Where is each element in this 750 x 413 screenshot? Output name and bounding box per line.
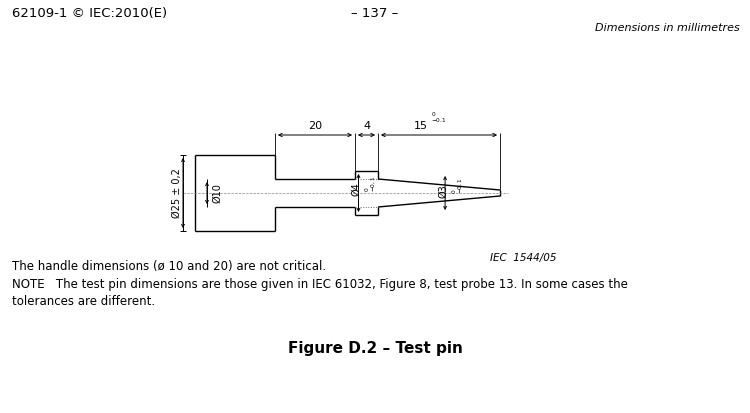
Text: 4: 4 <box>363 121 370 131</box>
Text: $^{0}_{-0,1}$: $^{0}_{-0,1}$ <box>364 175 378 192</box>
Text: $^{0}_{-0.1}$: $^{0}_{-0.1}$ <box>430 110 446 125</box>
Text: 20: 20 <box>308 121 322 131</box>
Text: Ø3: Ø3 <box>438 184 448 198</box>
Text: – 137 –: – 137 – <box>351 7 399 20</box>
Text: IEC  1544/05: IEC 1544/05 <box>490 253 556 263</box>
Text: Ø25 ± 0,2: Ø25 ± 0,2 <box>172 168 182 218</box>
Text: NOTE   The test pin dimensions are those given in IEC 61032, Figure 8, test prob: NOTE The test pin dimensions are those g… <box>12 278 628 291</box>
Text: Ø10: Ø10 <box>212 183 222 203</box>
Text: Ø4: Ø4 <box>352 182 362 196</box>
Text: 62109-1 © IEC:2010(E): 62109-1 © IEC:2010(E) <box>12 7 167 20</box>
Text: 15: 15 <box>414 121 428 131</box>
Text: tolerances are different.: tolerances are different. <box>12 295 155 308</box>
Text: The handle dimensions (ø 10 and 20) are not critical.: The handle dimensions (ø 10 and 20) are … <box>12 260 326 273</box>
Text: Dimensions in millimetres: Dimensions in millimetres <box>596 23 740 33</box>
Text: Figure D.2 – Test pin: Figure D.2 – Test pin <box>287 341 463 356</box>
Text: $^{0}_{-0,1}$: $^{0}_{-0,1}$ <box>450 177 465 194</box>
